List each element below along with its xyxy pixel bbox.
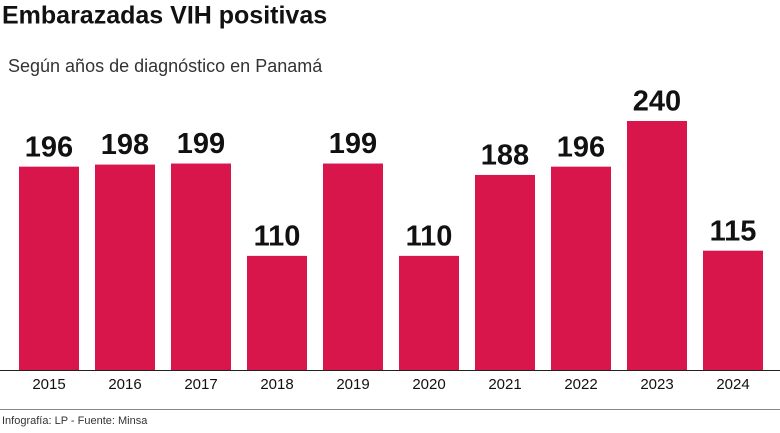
x-tick-label: 2021	[488, 376, 521, 393]
bar	[19, 166, 79, 370]
bar	[551, 166, 611, 370]
x-tick-label: 2017	[184, 376, 217, 393]
value-label: 188	[481, 140, 529, 172]
value-label: 110	[406, 221, 453, 253]
x-tick-label: 2024	[716, 376, 749, 393]
x-tick-label: 2018	[260, 376, 293, 393]
bar	[703, 250, 763, 370]
value-label: 198	[101, 129, 149, 161]
x-tick-label: 2019	[336, 376, 369, 393]
x-tick-label: 2016	[108, 376, 141, 393]
chart-subtitle: Según años de diagnóstico en Panamá	[8, 56, 323, 76]
bar	[247, 255, 307, 370]
x-tick-label: 2020	[412, 376, 445, 393]
bar	[399, 255, 459, 370]
bar	[627, 121, 687, 370]
x-tick-label: 2022	[564, 376, 597, 393]
x-tick-label: 2023	[640, 376, 673, 393]
bar	[475, 174, 535, 370]
value-label: 196	[25, 131, 73, 163]
source: Infografía: LP - Fuente: Minsa	[2, 415, 148, 427]
value-label: 115	[710, 215, 757, 247]
bar	[323, 163, 383, 370]
value-label: 196	[557, 131, 605, 163]
value-label: 199	[329, 128, 377, 160]
value-label: 199	[177, 128, 225, 160]
x-tick-label: 2015	[32, 376, 65, 393]
chart-title: Embarazadas VIH positivas	[2, 2, 327, 30]
value-label: 240	[633, 86, 681, 118]
bar	[171, 163, 231, 370]
value-label: 110	[254, 221, 301, 253]
bar	[95, 164, 155, 370]
